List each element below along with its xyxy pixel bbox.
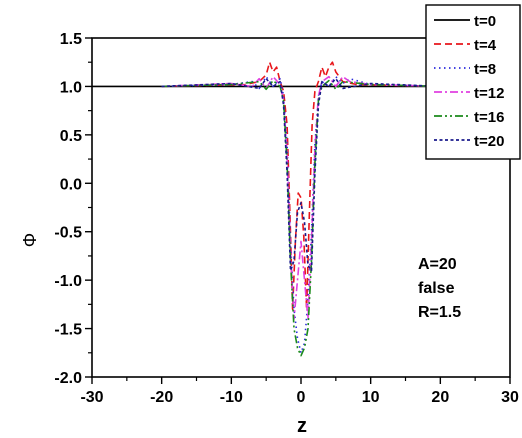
- axis-tick-labels: -30 -20 -10 0 10 20 30 1.5 1.0 0.5 0.0 -0.5 -1.0 -1.5…: [54, 31, 519, 406]
- annotation-line-1: A=20: [418, 256, 457, 273]
- legend-label: t=20: [474, 133, 504, 150]
- series-line: [161, 75, 441, 320]
- y-tick-label: 0.0: [60, 176, 82, 193]
- y-tick-label: 1.0: [60, 79, 82, 96]
- series-line: [161, 75, 441, 354]
- x-axis-label: z: [297, 415, 307, 437]
- x-tick-label: -10: [220, 389, 243, 406]
- annotation: A=20 false R=1.5: [418, 256, 461, 321]
- legend: t=0 t=4 t=8 t=12 t=16 t=20: [425, 4, 521, 160]
- legend-label: t=8: [474, 61, 496, 78]
- legend-box: [425, 4, 521, 160]
- y-tick-label: -2.0: [54, 370, 82, 387]
- x-tick-label: 0: [297, 389, 306, 406]
- y-axis-label: Φ: [20, 233, 40, 247]
- x-tick-label: 20: [431, 389, 449, 406]
- y-tick-label: -1.5: [54, 322, 82, 339]
- legend-label: t=16: [474, 109, 504, 126]
- x-tick-label: -20: [150, 389, 173, 406]
- plot-frame: [91, 37, 511, 378]
- series-line: [161, 77, 441, 272]
- legend-label: t=4: [474, 37, 497, 54]
- series-line: [161, 61, 441, 311]
- x-tick-label: 10: [362, 389, 380, 406]
- y-tick-label: -1.0: [54, 273, 82, 290]
- series-line: [161, 79, 441, 357]
- y-tick-label: 0.5: [60, 128, 82, 145]
- y-tick-label: -0.5: [54, 225, 82, 242]
- annotation-line-3: R=1.5: [418, 304, 461, 321]
- x-tick-label: 30: [501, 389, 519, 406]
- legend-label: t=12: [474, 85, 504, 102]
- x-tick-label: -30: [80, 389, 103, 406]
- y-tick-label: 1.5: [60, 31, 82, 48]
- legend-label: t=0: [474, 13, 496, 30]
- annotation-line-2: false: [418, 280, 455, 297]
